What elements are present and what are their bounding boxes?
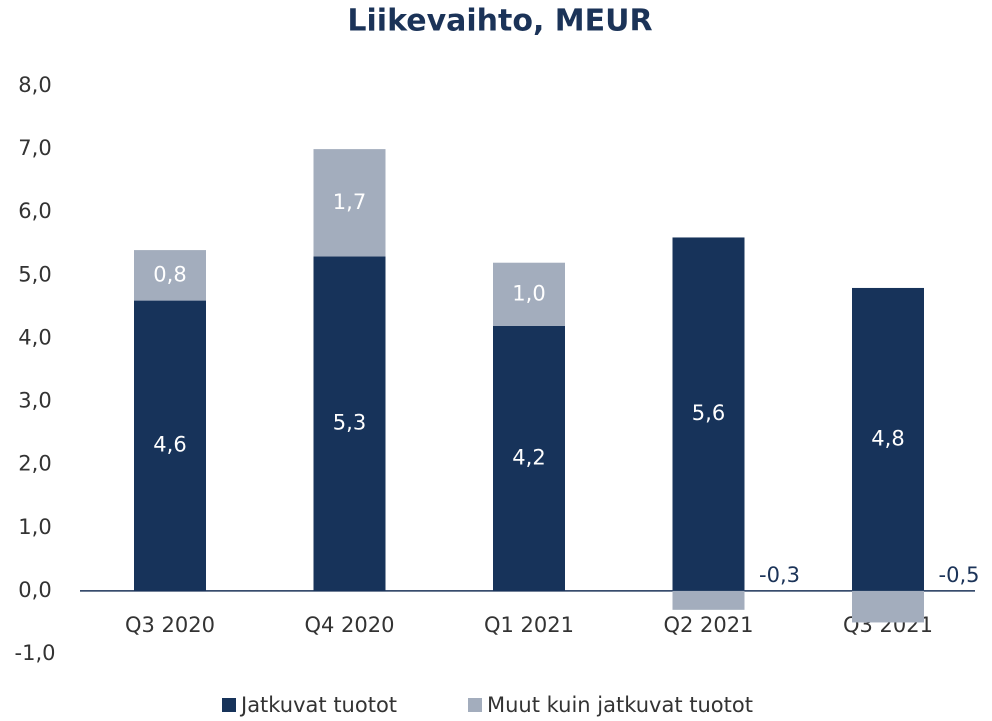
data-label: -0,3: [759, 563, 800, 587]
y-tick-label: 5,0: [18, 262, 51, 286]
data-label: 4,6: [153, 433, 186, 457]
x-tick-label: Q1 2021: [484, 613, 574, 637]
bar-segment: [852, 287, 924, 591]
legend-swatch: [468, 698, 482, 712]
bar-segment: [313, 256, 386, 591]
legend-swatch: [222, 698, 236, 712]
data-label: 1,7: [333, 190, 366, 214]
data-label: 5,3: [333, 411, 366, 435]
data-label: 1,0: [512, 281, 545, 305]
bar-segment: [493, 262, 565, 326]
bar-segment: [493, 325, 565, 591]
data-label: 4,8: [871, 426, 904, 450]
chart-title: Liikevaihto, MEUR: [347, 4, 652, 39]
bar-segment: [852, 590, 924, 623]
y-tick-label: 4,0: [18, 325, 51, 349]
data-label: 4,2: [512, 445, 545, 469]
y-tick-label: 6,0: [18, 199, 51, 223]
bar-segment: [134, 300, 206, 591]
bar-segment: [672, 237, 745, 591]
x-tick-label: Q2 2021: [663, 613, 753, 637]
data-label: 0,8: [153, 262, 186, 286]
y-tick-label: 1,0: [18, 515, 51, 539]
y-tick-label: -1,0: [15, 641, 56, 665]
data-label: 5,6: [692, 401, 725, 425]
bar-segment: [672, 590, 745, 610]
y-tick-label: 7,0: [18, 136, 51, 160]
bar-segment: [134, 250, 206, 301]
y-tick-label: 3,0: [18, 389, 51, 413]
y-tick-label: 2,0: [18, 452, 51, 476]
y-tick-label: 0,0: [18, 578, 51, 602]
legend-label: Jatkuvat tuotot: [239, 693, 397, 717]
x-tick-label: Q3 2020: [125, 613, 215, 637]
bar-segment: [313, 149, 386, 257]
y-tick-label: 8,0: [18, 73, 51, 97]
x-tick-label: Q4 2020: [304, 613, 394, 637]
legend-label: Muut kuin jatkuvat tuotot: [487, 693, 753, 717]
data-label: -0,5: [939, 563, 980, 587]
